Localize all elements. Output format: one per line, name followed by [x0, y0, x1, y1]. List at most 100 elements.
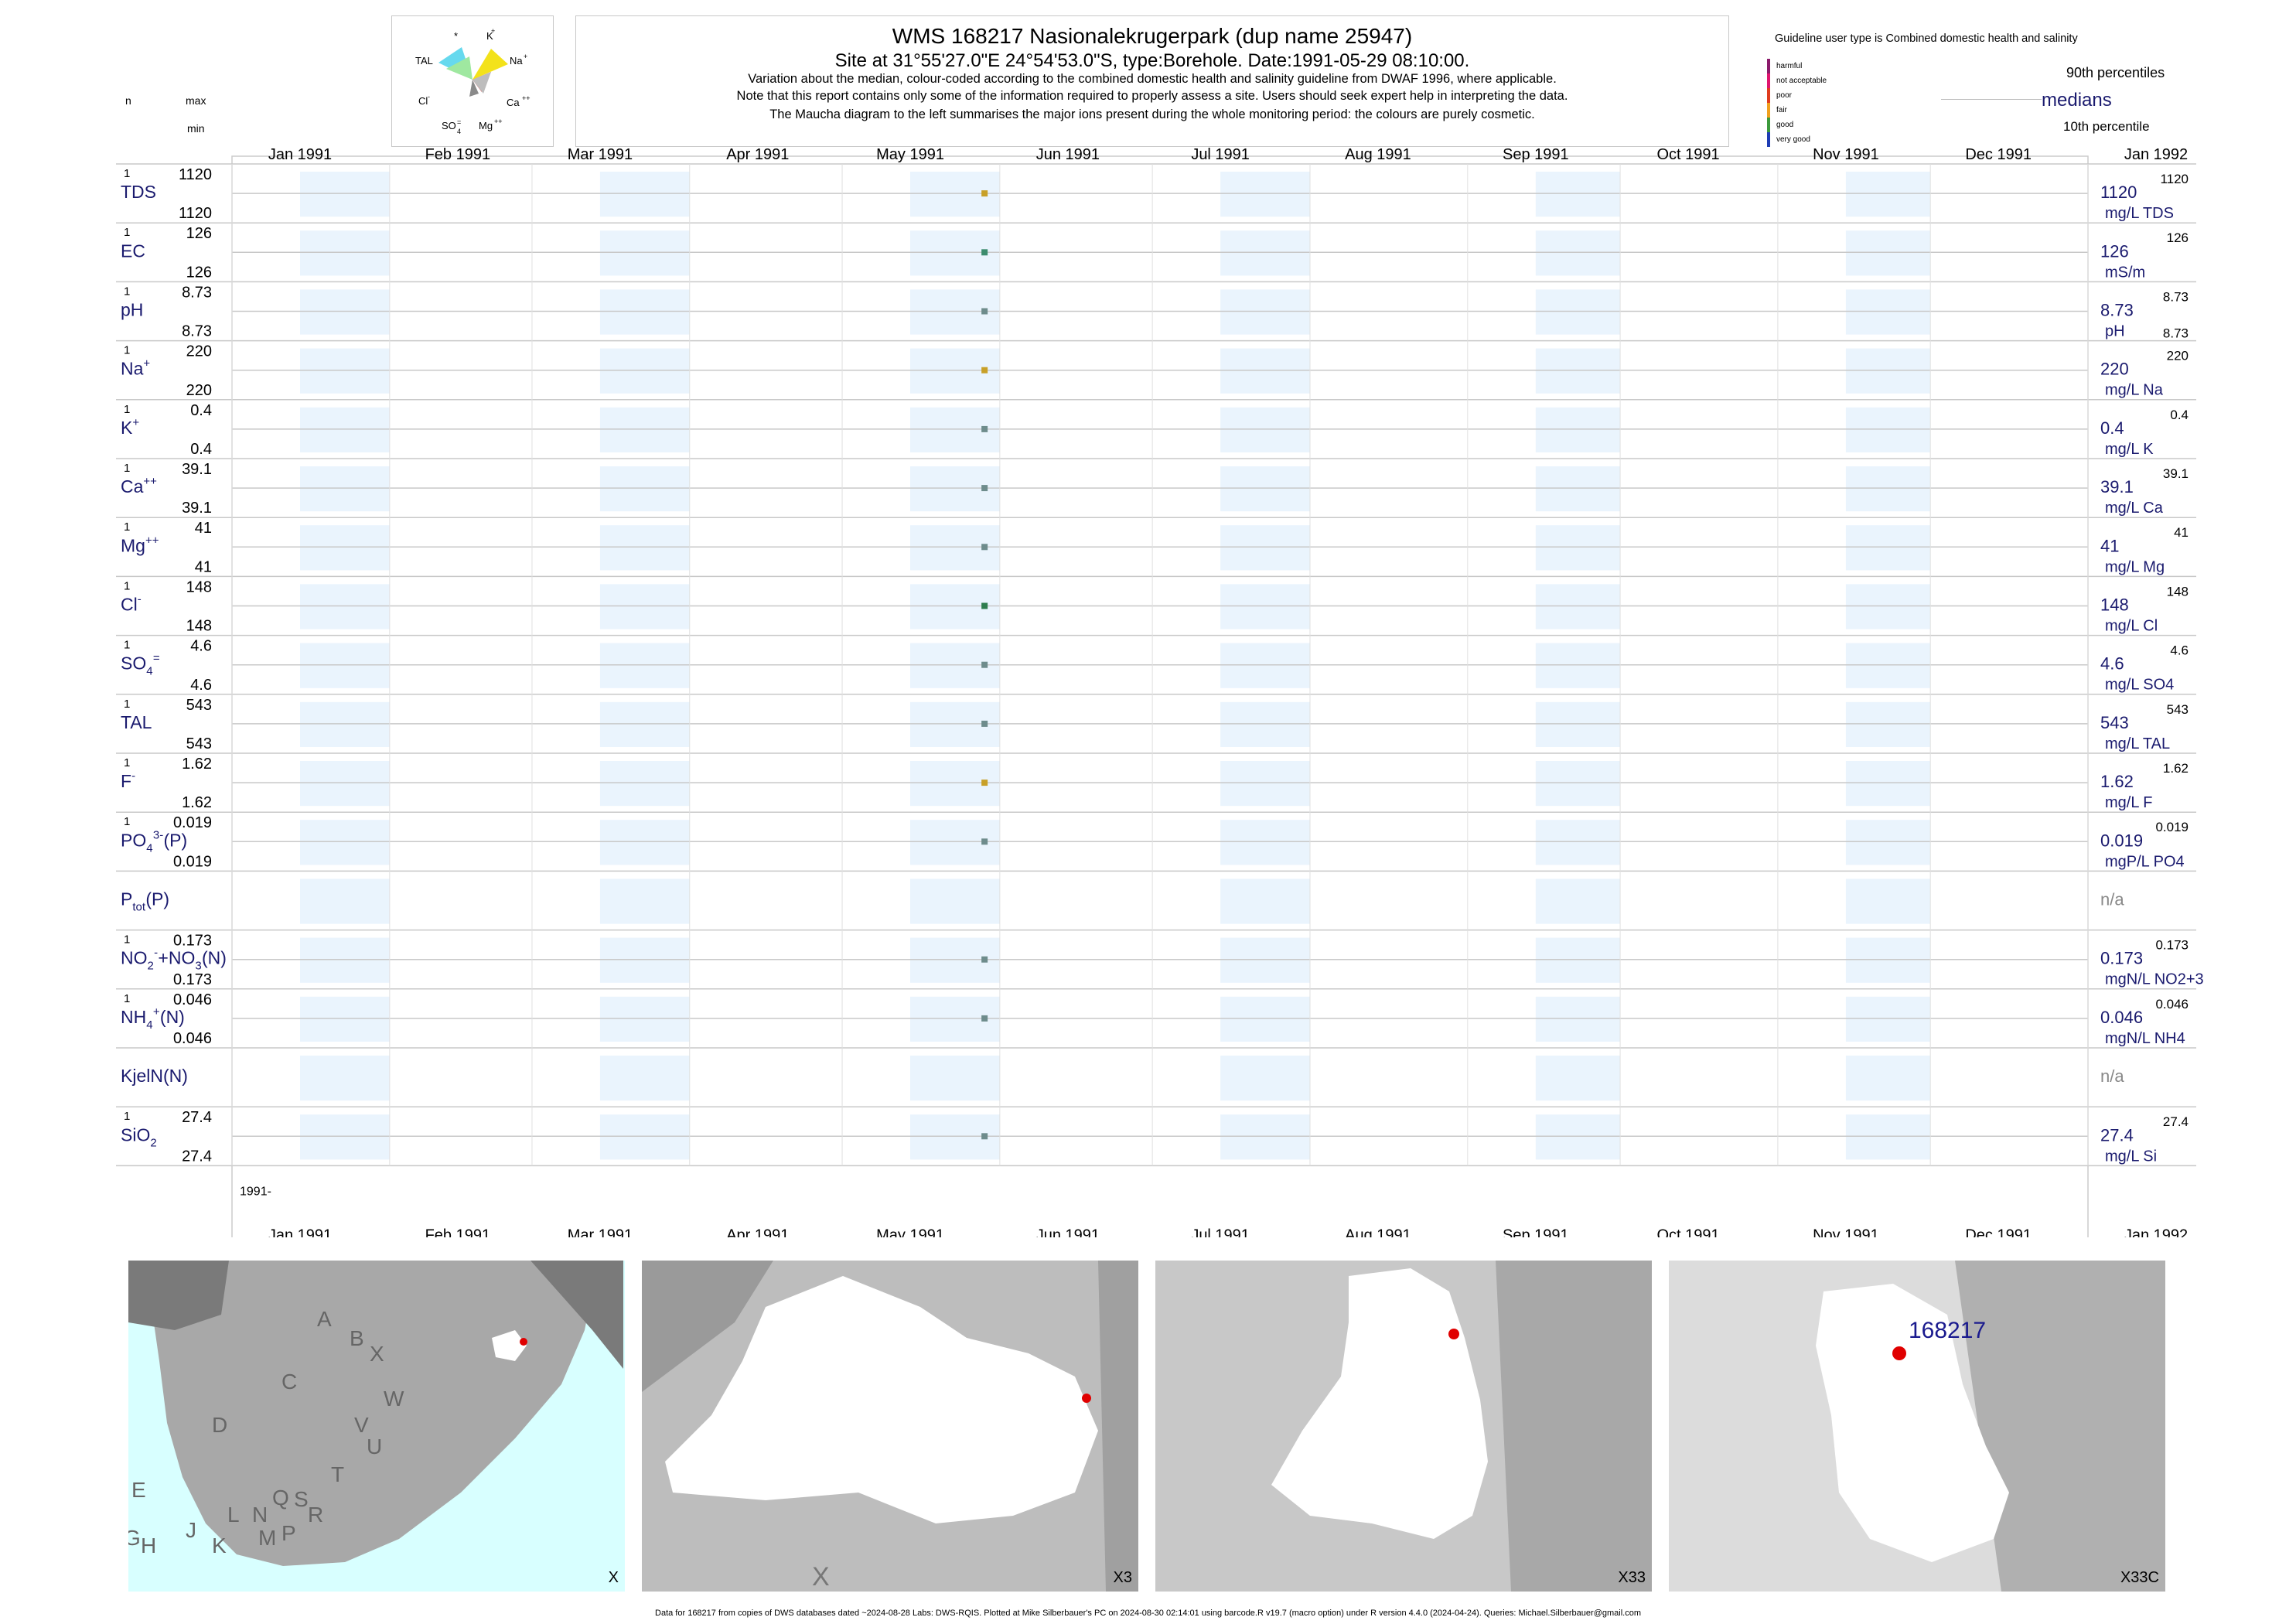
map-region-letter: T	[331, 1462, 344, 1486]
data-point-EC	[981, 249, 988, 256]
month-band	[1845, 1056, 1931, 1101]
row-n: 1	[124, 815, 130, 828]
month-band	[300, 525, 390, 571]
maucha-so4-segment	[473, 72, 491, 94]
maucha-cl-segment	[446, 56, 473, 80]
month-band	[300, 172, 390, 217]
parameter-label-part: F	[121, 771, 131, 791]
parameter-label-part: 2	[150, 1136, 156, 1149]
month-band	[300, 820, 390, 865]
parameter-label: Ptot (P)	[121, 889, 169, 914]
month-band	[1220, 879, 1310, 924]
unit-label: mg/L Ca	[2105, 500, 2164, 517]
parameter-label-part: pH	[121, 300, 143, 320]
month-label-bottom: May 1991	[876, 1227, 944, 1237]
parameter-label-part: EC	[121, 241, 145, 261]
month-band	[300, 584, 390, 629]
month-band	[1845, 584, 1931, 629]
month-band	[1535, 937, 1621, 983]
maucha-label-ca-sup: ++	[522, 94, 531, 102]
row-n: 1	[124, 167, 130, 180]
month-band	[1220, 584, 1310, 629]
row-min: 220	[186, 382, 212, 399]
month-band	[1535, 172, 1621, 217]
p90-value: 543	[2167, 702, 2189, 717]
map-region-letter: J	[186, 1518, 196, 1542]
month-label-bottom: Oct 1991	[1656, 1227, 1719, 1237]
map-x3-mark: X	[812, 1562, 830, 1592]
month-band	[1845, 230, 1931, 276]
parameter-label-part: SiO	[121, 1124, 150, 1145]
legend-swatch	[1767, 103, 1770, 118]
parameter-label-part: Ca	[121, 476, 144, 496]
parameter-label-part: +	[153, 1005, 160, 1018]
month-band	[1535, 525, 1621, 571]
month-band	[599, 466, 690, 512]
unit-label: mg/L TDS	[2105, 205, 2174, 222]
row-max: 0.4	[190, 402, 212, 419]
legend-swatch	[1767, 118, 1770, 132]
month-band	[599, 879, 690, 924]
row-n: 1	[124, 933, 130, 947]
parameter-label-part: -	[131, 769, 135, 783]
month-band	[300, 1114, 390, 1160]
month-band	[1845, 525, 1931, 571]
month-label-bottom: Aug 1991	[1345, 1227, 1411, 1237]
parameter-label: TDS	[121, 182, 156, 202]
month-band	[599, 996, 690, 1042]
month-band	[1535, 230, 1621, 276]
data-point-NH4(N)	[981, 1015, 988, 1022]
maucha-label-mg-sup: ++	[494, 118, 503, 125]
legend-swatch	[1767, 88, 1770, 103]
row-max: 1120	[179, 166, 212, 183]
maucha-label-k-sup: +	[491, 27, 495, 35]
map-region-letter: Q	[272, 1486, 289, 1510]
month-band	[1220, 996, 1310, 1042]
p90-label: 90th percentiles	[2066, 65, 2165, 80]
parameter-label-part: NO	[121, 948, 148, 968]
maucha-label-star: *	[454, 30, 458, 42]
year-label: 1991-	[240, 1185, 271, 1198]
parameter-label-part: (P)	[145, 889, 169, 909]
median-value: 0.4	[2100, 418, 2124, 438]
legend-label: not acceptable	[1776, 77, 1827, 85]
month-band	[300, 937, 390, 983]
maucha-diagram: * K + TAL Na + Cl - Ca ++ SO 4 = Mg ++	[415, 27, 531, 135]
map-region-letter: D	[212, 1413, 227, 1437]
unit-label: mg/L SO4	[2105, 677, 2174, 694]
month-label-top: Dec 1991	[1965, 146, 2032, 163]
p90-value: 0.019	[2155, 820, 2189, 834]
month-label-top: Oct 1991	[1656, 146, 1719, 163]
month-label-bottom: Jan 1991	[268, 1227, 332, 1237]
map-region-letter: G	[128, 1526, 141, 1550]
parameter-label-part: SO	[121, 653, 146, 674]
p10-label: 10th percentile	[2063, 119, 2150, 134]
parameter-label-part: ++	[143, 475, 157, 488]
unit-label: mg/L TAL	[2105, 735, 2170, 752]
month-band	[1845, 996, 1931, 1042]
data-point-SiO2	[981, 1133, 988, 1140]
parameter-label-part: Na	[121, 359, 144, 379]
unit-label: mg/L Cl	[2105, 618, 2158, 635]
month-label-bottom: Nov 1991	[1813, 1227, 1879, 1237]
maucha-label-cl: Cl	[418, 95, 428, 107]
legend-level-good: good	[1767, 118, 1891, 132]
row-n: 1	[124, 226, 130, 239]
parameter-label-part: 3-	[153, 828, 163, 841]
parameter-label-part: P	[121, 889, 132, 909]
parameter-label: KjelN(N)	[121, 1066, 188, 1086]
month-band	[599, 348, 690, 394]
parameter-label-part: =	[153, 652, 160, 665]
legend-label: fair	[1776, 106, 1787, 114]
parameter-label: Na+	[121, 357, 150, 379]
row-n: 1	[124, 403, 130, 416]
map-region-letter: B	[350, 1326, 364, 1350]
row-min: 0.046	[173, 1030, 212, 1047]
maucha-label-na-sup: +	[524, 53, 527, 60]
month-band	[599, 289, 690, 335]
map-x3: X X3	[642, 1261, 1138, 1592]
guideline-title: Guideline user type is Combined domestic…	[1775, 32, 2078, 45]
maucha-diagram-box: * K + TAL Na + Cl - Ca ++ SO 4 = Mg ++	[391, 15, 554, 147]
parameter-label: EC	[121, 241, 145, 261]
n-header: n	[125, 94, 131, 107]
